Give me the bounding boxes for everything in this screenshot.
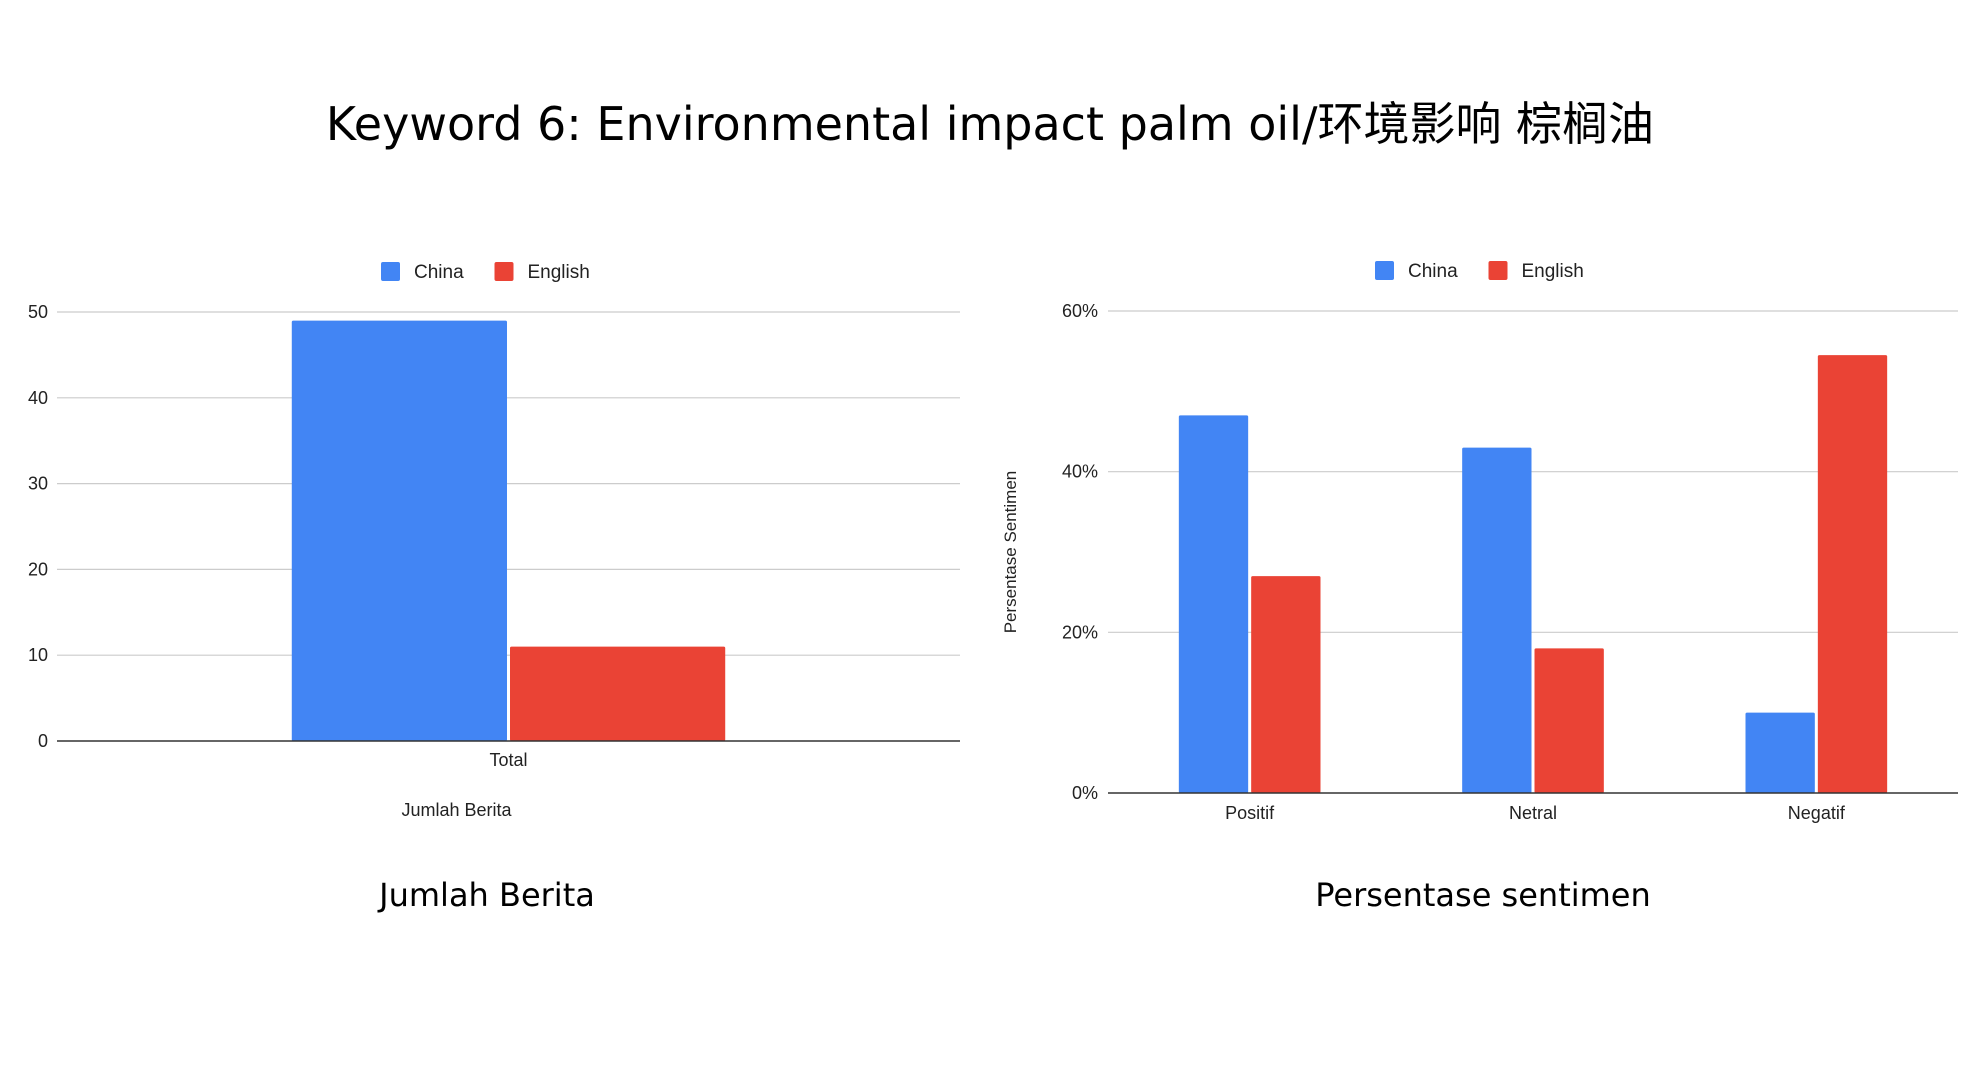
bar-english-positif — [1251, 576, 1321, 793]
y-axis-title: Persentase Sentimen — [1001, 471, 1020, 634]
legend-label-english: English — [528, 262, 590, 283]
persentase-sentimen-chart: 0% 20% 40% 60% Positif Netral Negatif Persentas… — [1001, 261, 1958, 823]
legend-swatch-english — [1488, 261, 1508, 280]
x-axis-title: Jumlah Berita — [401, 800, 512, 820]
page-title: Keyword 6: Environmental impact palm oil… — [325, 97, 1655, 151]
y-tick-label: 0% — [1072, 783, 1098, 803]
y-tick-label: 20% — [1062, 622, 1098, 642]
x-tick-label: Total — [489, 750, 527, 770]
y-tick-label: 20 — [28, 559, 48, 579]
bar-china-total — [291, 320, 507, 741]
bar-china-negatif — [1745, 712, 1815, 793]
bar-english-netral — [1534, 648, 1604, 793]
y-tick-label: 10 — [28, 645, 48, 665]
legend-label-china: China — [1408, 261, 1458, 282]
legend-swatch-china — [1375, 261, 1394, 280]
legend-swatch-english — [494, 262, 514, 281]
y-tick-label: 40% — [1062, 462, 1098, 482]
legend-label-china: China — [414, 262, 464, 283]
y-tick-label: 0 — [38, 731, 48, 751]
bar-china-positif — [1178, 415, 1249, 793]
bar-english-total — [510, 646, 726, 741]
y-tick-label: 60% — [1062, 301, 1098, 321]
y-tick-label: 50 — [28, 302, 48, 322]
caption-jumlah-berita: Jumlah Berita — [379, 876, 595, 914]
x-tick-label: Netral — [1509, 803, 1557, 823]
caption-persentase-sentimen: Persentase sentimen — [1315, 876, 1651, 914]
y-tick-label: 40 — [28, 388, 48, 408]
y-tick-label: 30 — [28, 474, 48, 494]
bar-china-netral — [1462, 447, 1532, 793]
x-tick-label: Positif — [1225, 803, 1275, 823]
bar-english-negatif — [1817, 355, 1888, 793]
x-tick-label: Negatif — [1788, 803, 1846, 823]
legend-swatch-china — [381, 262, 400, 281]
jumlah-berita-chart: 0 10 20 30 40 50 Total Jumlah Berita China Englis… — [28, 262, 960, 820]
legend-label-english: English — [1522, 261, 1584, 282]
